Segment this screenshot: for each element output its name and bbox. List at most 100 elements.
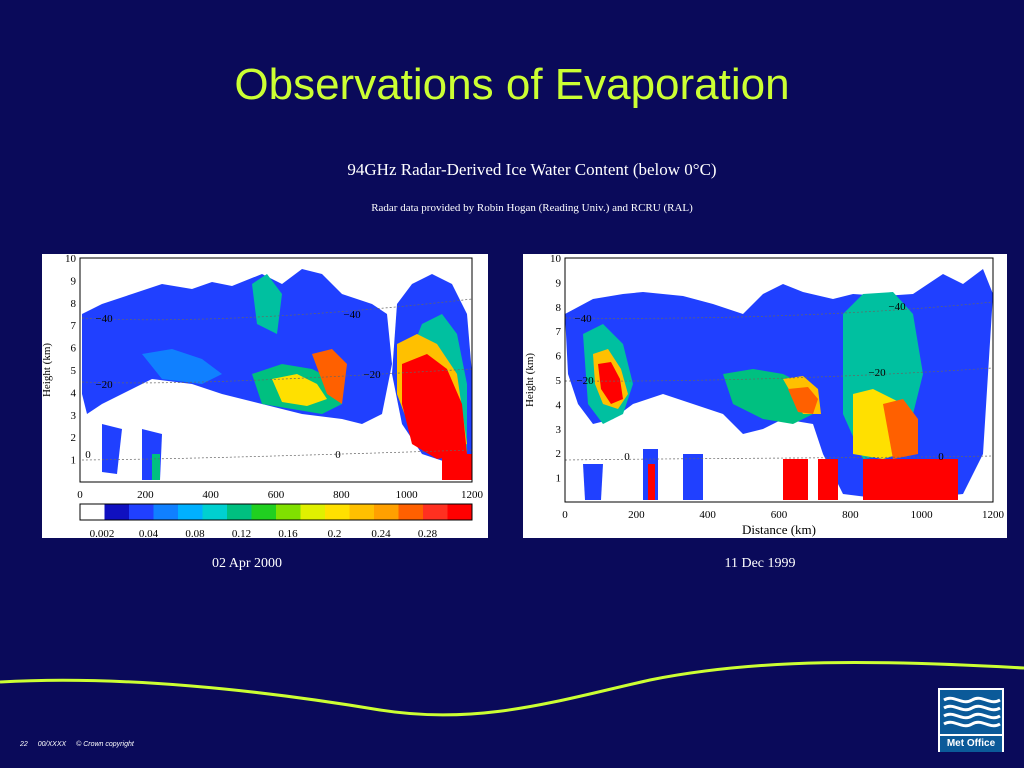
left-y-tick-label: 6 [71, 343, 77, 355]
left-x-tick-label: 800 [333, 489, 350, 501]
slide-title: Observations of Evaporation [234, 60, 790, 109]
copyright-notice: © Crown copyright [76, 741, 134, 748]
colorbar-swatch [447, 504, 473, 520]
left-y-tick-label: 1 [71, 455, 77, 467]
decorative-wave [0, 660, 1024, 717]
right-y-tick-label: 10 [550, 254, 562, 265]
right-y-tick-label: 3 [556, 424, 562, 436]
met-office-waves-icon [940, 690, 1002, 734]
right-x-tick-label: 200 [628, 509, 645, 521]
left-x-tick-label: 0 [77, 489, 83, 501]
data-credit: Radar data provided by Robin Hogan (Read… [371, 202, 693, 214]
right-y-tick-label: 7 [556, 326, 562, 338]
colorbar-tick-label: 0.24 [371, 528, 391, 538]
right-x-tick-label: 800 [842, 509, 859, 521]
colorbar-swatch [202, 504, 228, 520]
colorbar-swatch [300, 504, 326, 520]
left-contour-label: 0 [85, 449, 91, 461]
right-contour-label: −20 [868, 367, 886, 379]
left-y-tick-label: 10 [65, 254, 77, 265]
right-y-tick-label: 9 [556, 277, 562, 289]
left-panel-caption: 02 Apr 2000 [212, 556, 282, 571]
right-plot-frame [564, 257, 994, 503]
left-y-tick-label: 2 [71, 432, 77, 444]
left-y-ticks: 1 2 3 4 5 6 7 8 9 10 [65, 254, 77, 467]
left-radar-echoes [82, 269, 472, 480]
left-x-tick-label: 1200 [461, 489, 484, 501]
right-x-tick-label: 400 [699, 509, 716, 521]
footer: 22 00/XXXX © Crown copyright [20, 741, 142, 748]
left-x-tick-label: 600 [268, 489, 285, 501]
left-y-tick-label: 3 [71, 410, 77, 422]
right-x-ticks: 0 200 400 600 800 1000 1200 [562, 509, 1004, 521]
left-y-tick-label: 7 [71, 320, 77, 332]
left-x-tick-label: 1000 [396, 489, 419, 501]
right-y-tick-label: 1 [556, 473, 562, 485]
right-contour-label: 0 [938, 451, 944, 463]
page-number: 22 [20, 741, 28, 748]
left-contour-label: 0 [335, 449, 341, 461]
right-x-tick-label: 1200 [982, 509, 1005, 521]
right-y-ticks: 1 2 3 4 5 6 7 8 9 10 [550, 254, 562, 485]
colorbar-swatch [129, 504, 154, 520]
right-y-tick-label: 5 [556, 375, 562, 387]
colorbar-swatch [374, 504, 399, 520]
colorbar-swatch [251, 504, 277, 520]
right-panel-caption: 11 Dec 1999 [724, 556, 796, 571]
left-contour-label: −20 [95, 379, 113, 391]
colorbar-tick-label: 0.2 [328, 528, 342, 538]
colorbar-swatch [349, 504, 375, 520]
left-colorbar [79, 503, 473, 521]
chart-subtitle: 94GHz Radar-Derived Ice Water Content (b… [347, 160, 717, 179]
right-isotherm-lines [564, 301, 994, 461]
met-office-logo: Met Office [938, 688, 1004, 752]
colorbar-tick-label: 0.16 [278, 528, 298, 538]
colorbar-tick-label: 0.04 [139, 528, 159, 538]
right-radar-panel: 1 2 3 4 5 6 7 8 9 10 0 200 400 600 800 1000 1200 −40 −40… [523, 254, 1007, 538]
right-y-axis-label: Height (km) [524, 353, 536, 407]
colorbar-swatch [227, 504, 252, 520]
colorbar-tick-label: 0.08 [185, 528, 205, 538]
right-x-tick-label: 600 [771, 509, 788, 521]
left-contour-label: −40 [95, 313, 113, 325]
right-y-tick-label: 4 [556, 399, 562, 411]
colorbar-swatch [423, 504, 448, 520]
right-contour-label: −20 [576, 375, 594, 387]
left-colorbar-ticks: 0.002 0.04 0.08 0.12 0.16 0.2 0.24 0.28 [90, 528, 438, 538]
left-y-tick-label: 8 [71, 298, 77, 310]
colorbar-frame [79, 503, 473, 521]
colorbar-swatch [80, 504, 105, 520]
right-y-tick-label: 8 [556, 302, 562, 314]
right-x-tick-label: 1000 [911, 509, 934, 521]
left-plot-frame [79, 257, 473, 483]
right-y-tick-label: 2 [556, 448, 562, 460]
left-contour-label: −40 [343, 309, 361, 321]
left-contour-labels: −40 −40 −20 −20 0 0 [85, 309, 381, 461]
left-radar-panel: 1 2 3 4 5 6 7 8 9 10 0 200 400 600 800 1000 1200 −40 −40… [42, 254, 488, 538]
right-contour-label: 0 [624, 451, 630, 463]
left-y-tick-label: 5 [71, 365, 77, 377]
colorbar-tick-label: 0.002 [90, 528, 115, 538]
colorbar-swatch [104, 504, 130, 520]
colorbar-swatch [325, 504, 350, 520]
colorbar-swatch [276, 504, 301, 520]
right-y-tick-label: 6 [556, 351, 562, 363]
colorbar-swatch [398, 504, 424, 520]
left-y-axis-label: Height (km) [42, 343, 53, 397]
left-y-tick-label: 4 [71, 387, 77, 399]
left-x-tick-label: 200 [137, 489, 154, 501]
right-contour-label: −40 [888, 301, 906, 313]
colorbar-swatch [153, 504, 179, 520]
right-x-axis-label: Distance (km) [742, 522, 816, 537]
document-code: 00/XXXX [37, 741, 67, 748]
left-x-tick-label: 400 [202, 489, 219, 501]
left-isotherm-lines [81, 298, 473, 461]
left-y-tick-label: 9 [71, 275, 77, 287]
left-contour-label: −20 [363, 369, 381, 381]
colorbar-swatch [178, 504, 203, 520]
colorbar-tick-label: 0.28 [418, 528, 438, 538]
right-radar-echoes [565, 269, 993, 500]
right-contour-labels: −40 −40 −20 −20 0 0 [574, 301, 944, 463]
